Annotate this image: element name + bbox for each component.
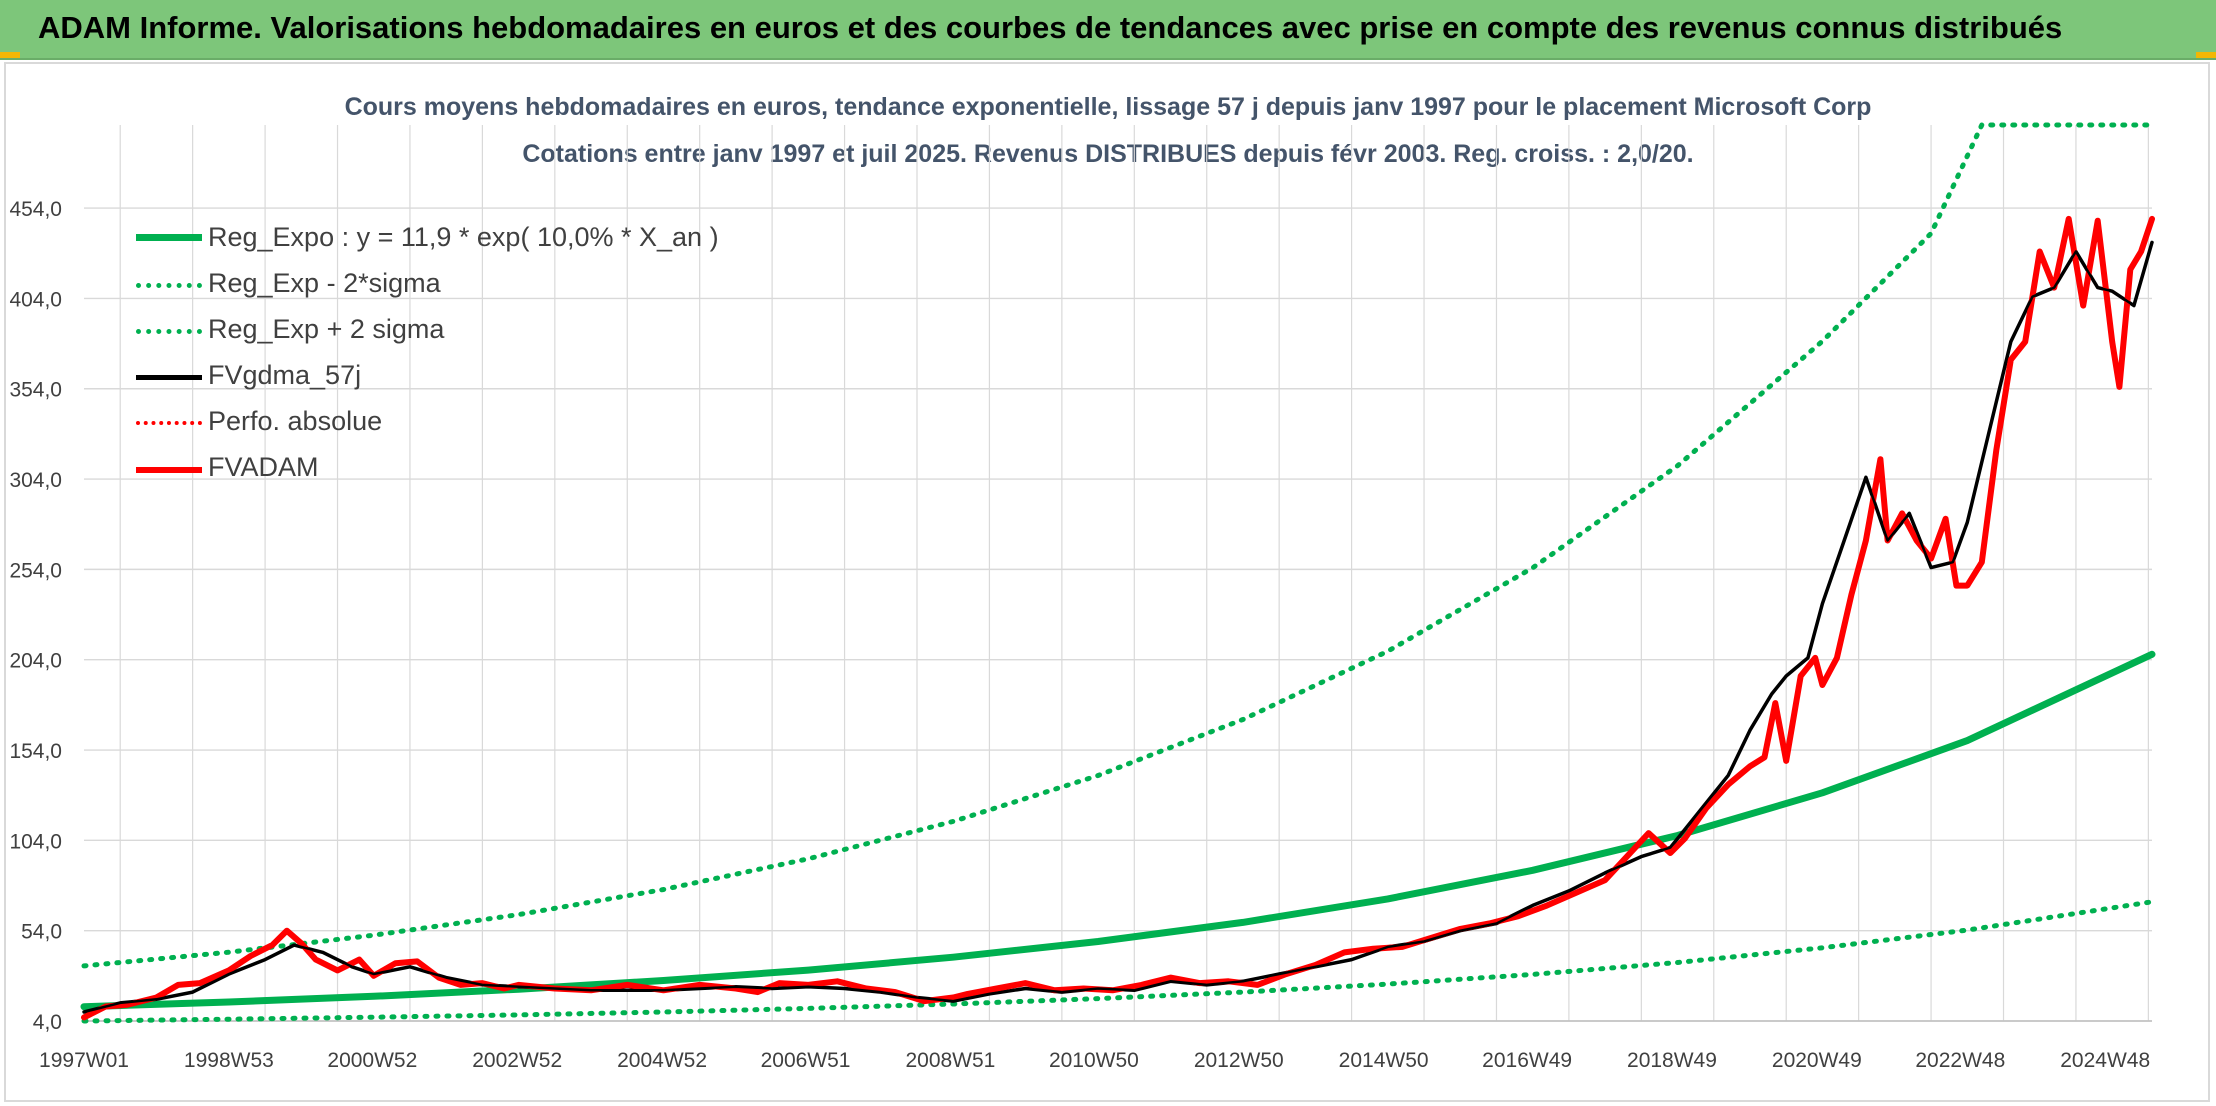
banner-corner-left xyxy=(0,52,20,58)
legend-label: Reg_Expo : y = 11,9 * exp( 10,0% * X_an … xyxy=(208,222,719,252)
y-tick-label: 204,0 xyxy=(9,650,62,673)
x-tick-label: 2022W48 xyxy=(1915,1049,2005,1072)
y-tick-label: 254,0 xyxy=(9,559,62,582)
x-tick-label: 2014W50 xyxy=(1339,1049,1429,1072)
legend-swatch xyxy=(136,329,202,334)
y-tick-label: 404,0 xyxy=(9,288,62,311)
legend-swatch xyxy=(136,375,202,380)
y-tick-label: 154,0 xyxy=(9,740,62,763)
series-line-1 xyxy=(81,899,2155,1024)
legend-swatch xyxy=(136,234,202,241)
x-tick-label: 1997W01 xyxy=(39,1049,129,1072)
chart-title: Cours moyens hebdomadaires en euros, ten… xyxy=(344,93,1872,121)
legend-label: Reg_Exp + 2 sigma xyxy=(208,314,445,344)
y-tick-label: 4,0 xyxy=(33,1011,62,1034)
series-line-5 xyxy=(81,215,2155,1021)
chart-subtitle: Cotations entre janv 1997 et juil 2025. … xyxy=(522,140,1694,168)
y-tick-label: 454,0 xyxy=(9,198,62,221)
x-tick-label: 2024W48 xyxy=(2060,1049,2150,1072)
legend-label: Reg_Exp - 2*sigma xyxy=(208,268,441,298)
y-tick-label: 104,0 xyxy=(9,830,62,853)
chart-frame xyxy=(4,62,2210,1102)
y-tick-label: 304,0 xyxy=(9,469,62,492)
legend-label: FVADAM xyxy=(208,452,319,482)
legend-label: FVgdma_57j xyxy=(208,360,362,390)
legend-swatch xyxy=(136,467,202,473)
x-tick-label: 2000W52 xyxy=(327,1049,417,1072)
x-tick-label: 2002W52 xyxy=(472,1049,562,1072)
series-line-fvgdma-overlay xyxy=(83,242,2154,1014)
x-tick-label: 2008W51 xyxy=(905,1049,995,1072)
series-line-0 xyxy=(80,650,2156,1011)
legend-swatch xyxy=(136,421,202,425)
report-banner: ADAM Informe. Valorisations hebdomadaire… xyxy=(0,0,2216,60)
x-tick-label: 2018W49 xyxy=(1627,1049,1717,1072)
x-tick-label: 2020W49 xyxy=(1772,1049,1862,1072)
legend-label: Perfo. absolue xyxy=(208,406,383,436)
x-tick-label: 2012W50 xyxy=(1194,1049,1284,1072)
series-line-2 xyxy=(81,122,2155,969)
x-tick-label: 2004W52 xyxy=(617,1049,707,1072)
report-title: ADAM Informe. Valorisations hebdomadaire… xyxy=(38,10,2063,45)
y-tick-label: 54,0 xyxy=(21,921,62,944)
legend-swatch xyxy=(136,283,202,288)
x-tick-label: 2006W51 xyxy=(761,1049,851,1072)
x-tick-label: 2016W49 xyxy=(1482,1049,1572,1072)
x-tick-label: 2010W50 xyxy=(1049,1049,1139,1072)
banner-corner-right xyxy=(2196,52,2216,58)
x-tick-label: 1998W53 xyxy=(184,1049,274,1072)
y-tick-label: 354,0 xyxy=(9,379,62,402)
